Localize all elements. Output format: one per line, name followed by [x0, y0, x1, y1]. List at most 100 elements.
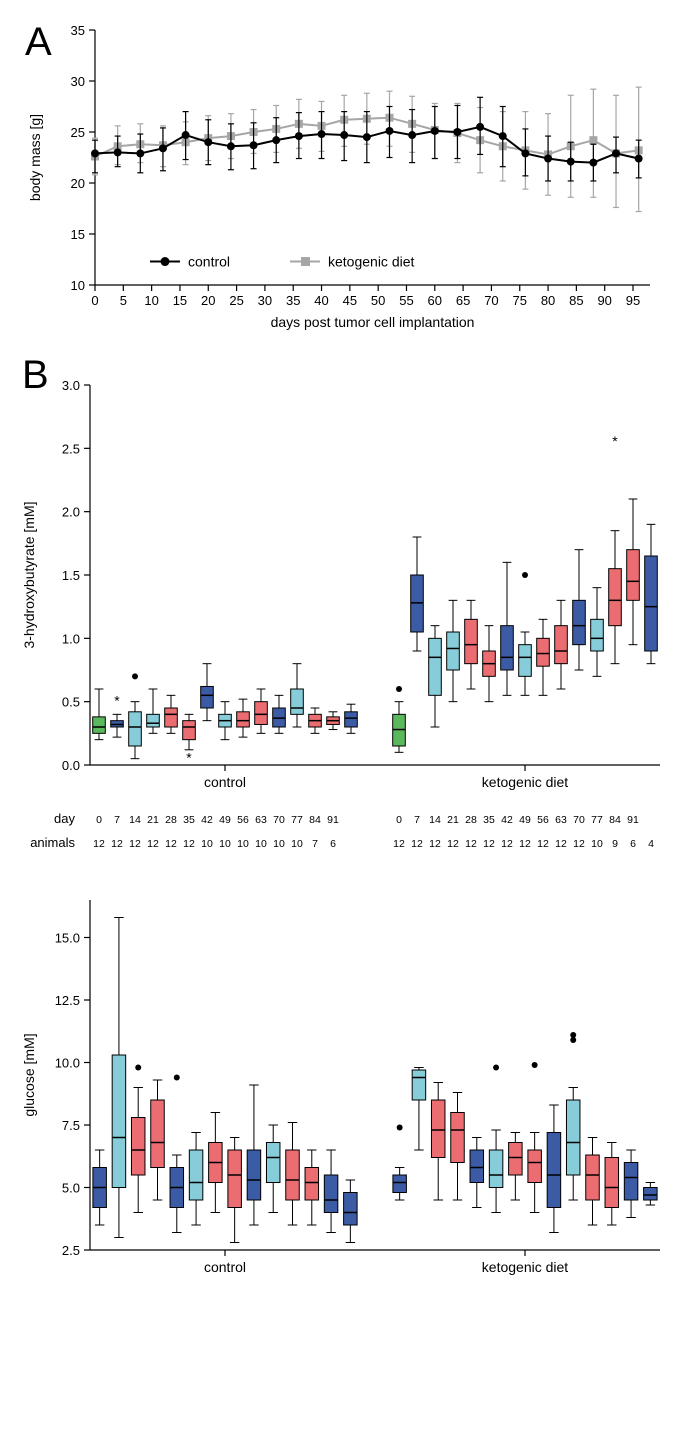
animals-cell: 12: [93, 838, 105, 850]
animals-cell: 7: [312, 838, 318, 850]
panel-a-label: A: [25, 20, 52, 64]
day-cell: 35: [183, 814, 195, 826]
x-tick: 10: [144, 293, 158, 308]
animals-cell: 6: [630, 838, 636, 850]
animals-cell: 12: [111, 838, 123, 850]
day-cell: 91: [627, 814, 639, 826]
y-tick: 3.0: [62, 378, 80, 393]
y-tick: 30: [71, 74, 85, 89]
group-label: ketogenic diet: [482, 1259, 569, 1275]
animals-cell: 10: [237, 838, 249, 850]
y-axis-label: 3-hydroxybutyrate [mM]: [21, 501, 37, 648]
animals-cell: 12: [573, 838, 585, 850]
svg-text:*: *: [612, 433, 618, 449]
animals-cell: 12: [393, 838, 405, 850]
y-tick: 7.5: [62, 1118, 80, 1133]
animals-cell: 12: [147, 838, 159, 850]
x-tick: 65: [456, 293, 470, 308]
svg-text:*: *: [114, 693, 120, 709]
x-tick: 25: [229, 293, 243, 308]
x-tick: 55: [399, 293, 413, 308]
animals-cell: 10: [201, 838, 213, 850]
x-tick: 20: [201, 293, 215, 308]
panel-b-glucose-chart: 2.55.07.510.012.515.0glucose [mM]control…: [10, 880, 675, 1280]
group-label: ketogenic diet: [482, 774, 569, 790]
y-tick: 2.0: [62, 505, 80, 520]
animals-cell: 12: [429, 838, 441, 850]
x-tick: 80: [541, 293, 555, 308]
y-tick: 25: [71, 125, 85, 140]
y-axis-label: body mass [g]: [27, 114, 43, 201]
svg-text:*: *: [186, 750, 192, 766]
y-tick: 12.5: [55, 993, 80, 1008]
group-label: control: [204, 774, 246, 790]
day-cell: 91: [327, 814, 339, 826]
day-cell: 28: [165, 814, 177, 826]
day-cell: 14: [129, 814, 141, 826]
x-tick: 75: [513, 293, 527, 308]
day-cell: 35: [483, 814, 495, 826]
y-tick: 10.0: [55, 1056, 80, 1071]
x-axis-label: days post tumor cell implantation: [271, 314, 475, 330]
x-tick: 70: [484, 293, 498, 308]
animals-cell: 12: [537, 838, 549, 850]
day-cell: 63: [555, 814, 567, 826]
legend-label: ketogenic diet: [328, 254, 415, 270]
animals-cell: 10: [291, 838, 303, 850]
day-cell: 0: [96, 814, 102, 826]
day-cell: 7: [114, 814, 120, 826]
animals-cell: 12: [129, 838, 141, 850]
y-tick: 2.5: [62, 441, 80, 456]
day-cell: 77: [591, 814, 603, 826]
day-cell: 42: [201, 814, 213, 826]
day-cell: 21: [447, 814, 459, 826]
y-tick: 10: [71, 278, 85, 293]
day-cell: 21: [147, 814, 159, 826]
panel-a-chart: A101520253035051015202530354045505560657…: [10, 10, 675, 345]
panel-b-hydroxy-chart: 0.00.51.01.52.02.53.03-hydroxybutyrate […: [10, 350, 675, 800]
y-tick: 5.0: [62, 1181, 80, 1196]
animals-cell: 12: [183, 838, 195, 850]
animals-cell: 6: [330, 838, 336, 850]
animals-cell: 12: [165, 838, 177, 850]
animals-cell: 9: [612, 838, 618, 850]
x-tick: 35: [286, 293, 300, 308]
x-tick: 95: [626, 293, 640, 308]
day-cell: 42: [501, 814, 513, 826]
y-tick: 15.0: [55, 931, 80, 946]
day-cell: 49: [519, 814, 531, 826]
day-cell: 56: [237, 814, 249, 826]
group-label: control: [204, 1259, 246, 1275]
animals-cell: 12: [483, 838, 495, 850]
day-cell: 70: [273, 814, 285, 826]
x-tick: 0: [91, 293, 98, 308]
row-label-day: day: [54, 811, 75, 826]
x-tick: 5: [120, 293, 127, 308]
day-cell: 84: [609, 814, 621, 826]
day-cell: 77: [291, 814, 303, 826]
day-cell: 56: [537, 814, 549, 826]
figure: A101520253035051015202530354045505560657…: [10, 10, 675, 1285]
animals-cell: 4: [648, 838, 654, 850]
day-cell: 84: [309, 814, 321, 826]
animals-cell: 10: [273, 838, 285, 850]
day-animal-table: dayanimals071421283542495663707784911212…: [10, 805, 675, 875]
x-tick: 50: [371, 293, 385, 308]
animals-cell: 10: [255, 838, 267, 850]
day-cell: 0: [396, 814, 402, 826]
y-tick: 2.5: [62, 1243, 80, 1258]
panel-b-label: B: [22, 353, 49, 397]
y-tick: 0.5: [62, 695, 80, 710]
y-tick: 20: [71, 176, 85, 191]
day-cell: 28: [465, 814, 477, 826]
day-cell: 7: [414, 814, 420, 826]
x-tick: 45: [343, 293, 357, 308]
y-tick: 35: [71, 23, 85, 38]
x-tick: 30: [258, 293, 272, 308]
x-tick: 85: [569, 293, 583, 308]
y-tick: 0.0: [62, 758, 80, 773]
legend-label: control: [188, 254, 230, 270]
animals-cell: 12: [555, 838, 567, 850]
animals-cell: 10: [591, 838, 603, 850]
x-tick: 90: [597, 293, 611, 308]
